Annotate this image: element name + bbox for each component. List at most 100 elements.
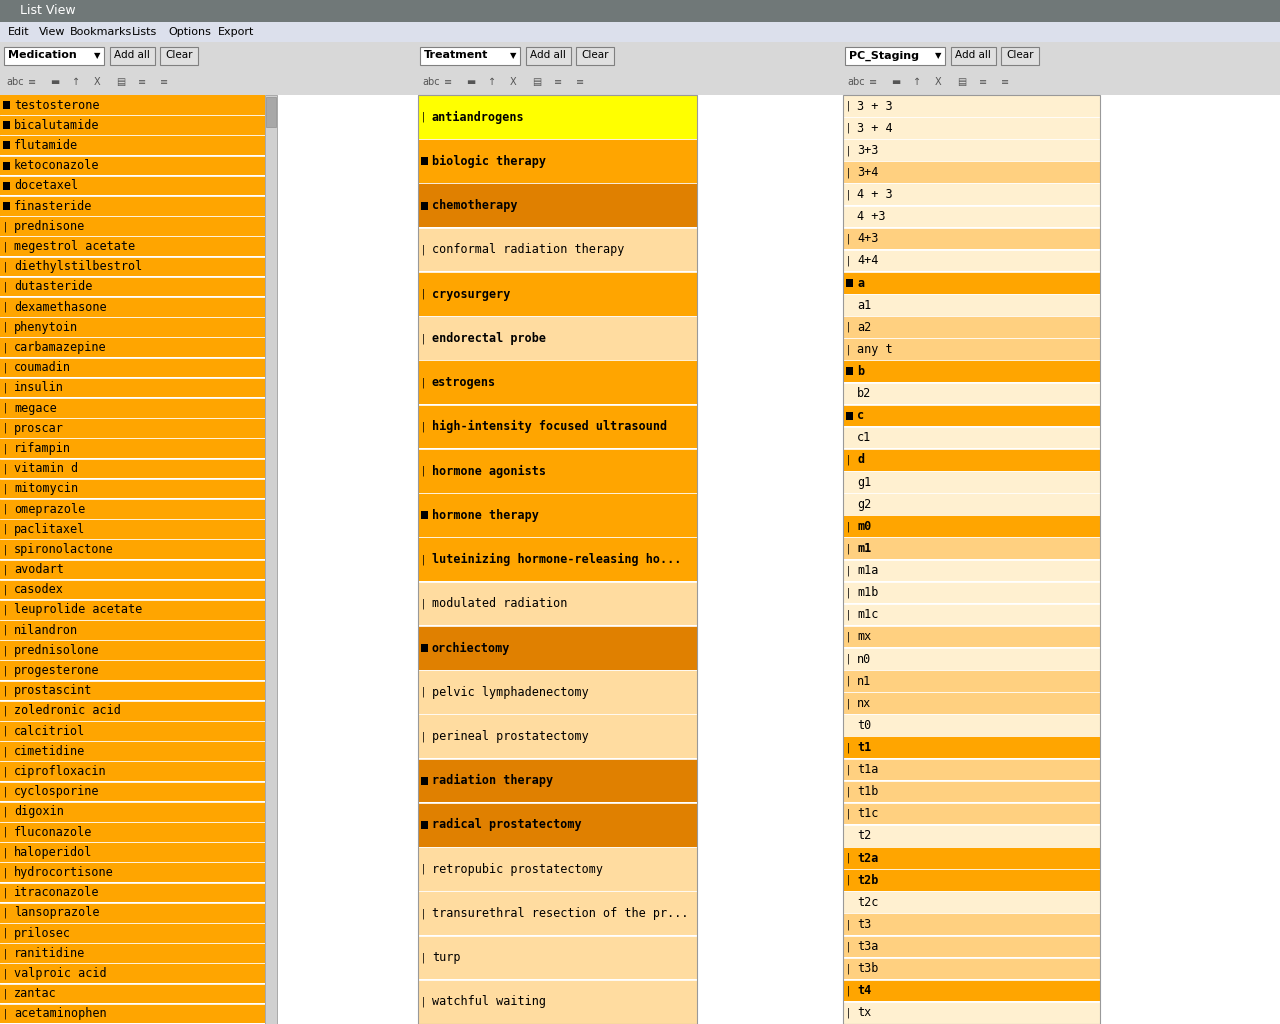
Bar: [844, 404, 1100, 426]
Text: phenytoin: phenytoin: [14, 321, 78, 334]
Bar: [844, 648, 1100, 670]
Bar: [0, 459, 265, 478]
Text: ↑: ↑: [913, 77, 922, 87]
Text: Clear: Clear: [1006, 50, 1034, 60]
Text: |: |: [4, 948, 8, 958]
Text: |: |: [847, 742, 850, 753]
Bar: [0, 22, 1280, 42]
Text: biologic therapy: biologic therapy: [433, 155, 547, 168]
Bar: [844, 936, 1100, 957]
Text: t1a: t1a: [858, 763, 878, 776]
Text: digoxin: digoxin: [14, 806, 64, 818]
Text: cryosurgery: cryosurgery: [433, 288, 511, 301]
Text: ▼: ▼: [93, 51, 101, 60]
Text: dexamethasone: dexamethasone: [14, 301, 106, 313]
Bar: [419, 891, 698, 935]
Bar: [844, 538, 1100, 559]
Text: hydrocortisone: hydrocortisone: [14, 866, 114, 879]
Text: |: |: [4, 221, 8, 231]
Text: |: |: [4, 645, 8, 655]
Text: |: |: [847, 588, 850, 598]
Text: Clear: Clear: [165, 50, 193, 60]
Bar: [419, 183, 698, 227]
Text: |: |: [422, 731, 425, 741]
Text: zoledronic acid: zoledronic acid: [14, 705, 120, 718]
Bar: [419, 759, 698, 803]
Text: n1: n1: [858, 675, 872, 688]
Text: X: X: [934, 77, 942, 87]
Bar: [844, 316, 1100, 338]
Bar: [0, 257, 265, 276]
Text: |: |: [4, 504, 8, 514]
Bar: [0, 478, 265, 499]
Text: |: |: [847, 100, 850, 112]
Text: |: |: [422, 112, 425, 123]
Text: coumadin: coumadin: [14, 361, 70, 374]
Bar: [844, 736, 1100, 758]
Bar: [0, 540, 265, 559]
Text: |: |: [422, 289, 425, 299]
Text: fluconazole: fluconazole: [14, 825, 92, 839]
Text: ≡: ≡: [444, 77, 452, 87]
Text: mitomycin: mitomycin: [14, 482, 78, 496]
Text: Treatment: Treatment: [424, 50, 489, 60]
Text: paclitaxel: paclitaxel: [14, 522, 86, 536]
Text: |: |: [4, 988, 8, 999]
Text: |: |: [4, 685, 8, 696]
Bar: [419, 538, 698, 581]
Text: cyclosporine: cyclosporine: [14, 785, 100, 799]
Text: megace: megace: [14, 401, 56, 415]
Bar: [0, 156, 265, 175]
Text: |: |: [4, 605, 8, 615]
Bar: [0, 621, 265, 640]
Text: |: |: [847, 322, 850, 333]
Text: Export: Export: [218, 27, 255, 37]
Text: |: |: [4, 362, 8, 373]
Text: |: |: [422, 996, 425, 1008]
Text: |: |: [4, 282, 8, 292]
Bar: [3, 182, 10, 189]
Bar: [844, 825, 1100, 847]
Text: ≡: ≡: [138, 77, 146, 87]
Bar: [419, 803, 698, 847]
Text: t3b: t3b: [858, 963, 878, 975]
Text: |: |: [4, 847, 8, 857]
Text: |: |: [4, 907, 8, 919]
Bar: [0, 357, 265, 377]
Bar: [0, 1004, 265, 1024]
Bar: [421, 776, 428, 784]
Text: ≡: ≡: [576, 77, 584, 87]
Bar: [3, 141, 10, 150]
Text: m0: m0: [858, 520, 872, 532]
Bar: [0, 640, 265, 660]
Bar: [419, 449, 698, 493]
Text: |: |: [847, 189, 850, 200]
Text: |: |: [4, 766, 8, 777]
Bar: [1001, 46, 1039, 65]
Text: |: |: [4, 928, 8, 938]
Bar: [844, 183, 1100, 205]
Bar: [846, 412, 852, 420]
Text: |: |: [4, 342, 8, 352]
Text: c1: c1: [858, 431, 872, 444]
Text: Options: Options: [169, 27, 211, 37]
Text: ▼: ▼: [509, 51, 517, 60]
Text: 3 + 4: 3 + 4: [858, 122, 892, 135]
Text: |: |: [847, 698, 850, 709]
Bar: [421, 644, 428, 652]
Text: |: |: [422, 554, 425, 565]
Bar: [419, 404, 698, 449]
Bar: [844, 759, 1100, 780]
Bar: [421, 158, 428, 165]
Text: transurethral resection of the pr...: transurethral resection of the pr...: [433, 907, 689, 920]
Text: |: |: [847, 145, 850, 156]
Text: luteinizing hormone-releasing ho...: luteinizing hormone-releasing ho...: [433, 553, 681, 566]
Text: t3: t3: [858, 918, 872, 931]
Text: View: View: [38, 27, 65, 37]
Bar: [844, 980, 1100, 1001]
Text: ≡: ≡: [554, 77, 562, 87]
Bar: [0, 943, 265, 963]
Text: t2c: t2c: [858, 896, 878, 909]
Bar: [845, 46, 945, 65]
Bar: [844, 803, 1100, 824]
